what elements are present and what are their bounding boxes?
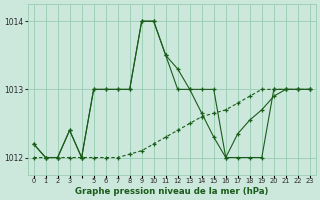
X-axis label: Graphe pression niveau de la mer (hPa): Graphe pression niveau de la mer (hPa) [75,187,268,196]
